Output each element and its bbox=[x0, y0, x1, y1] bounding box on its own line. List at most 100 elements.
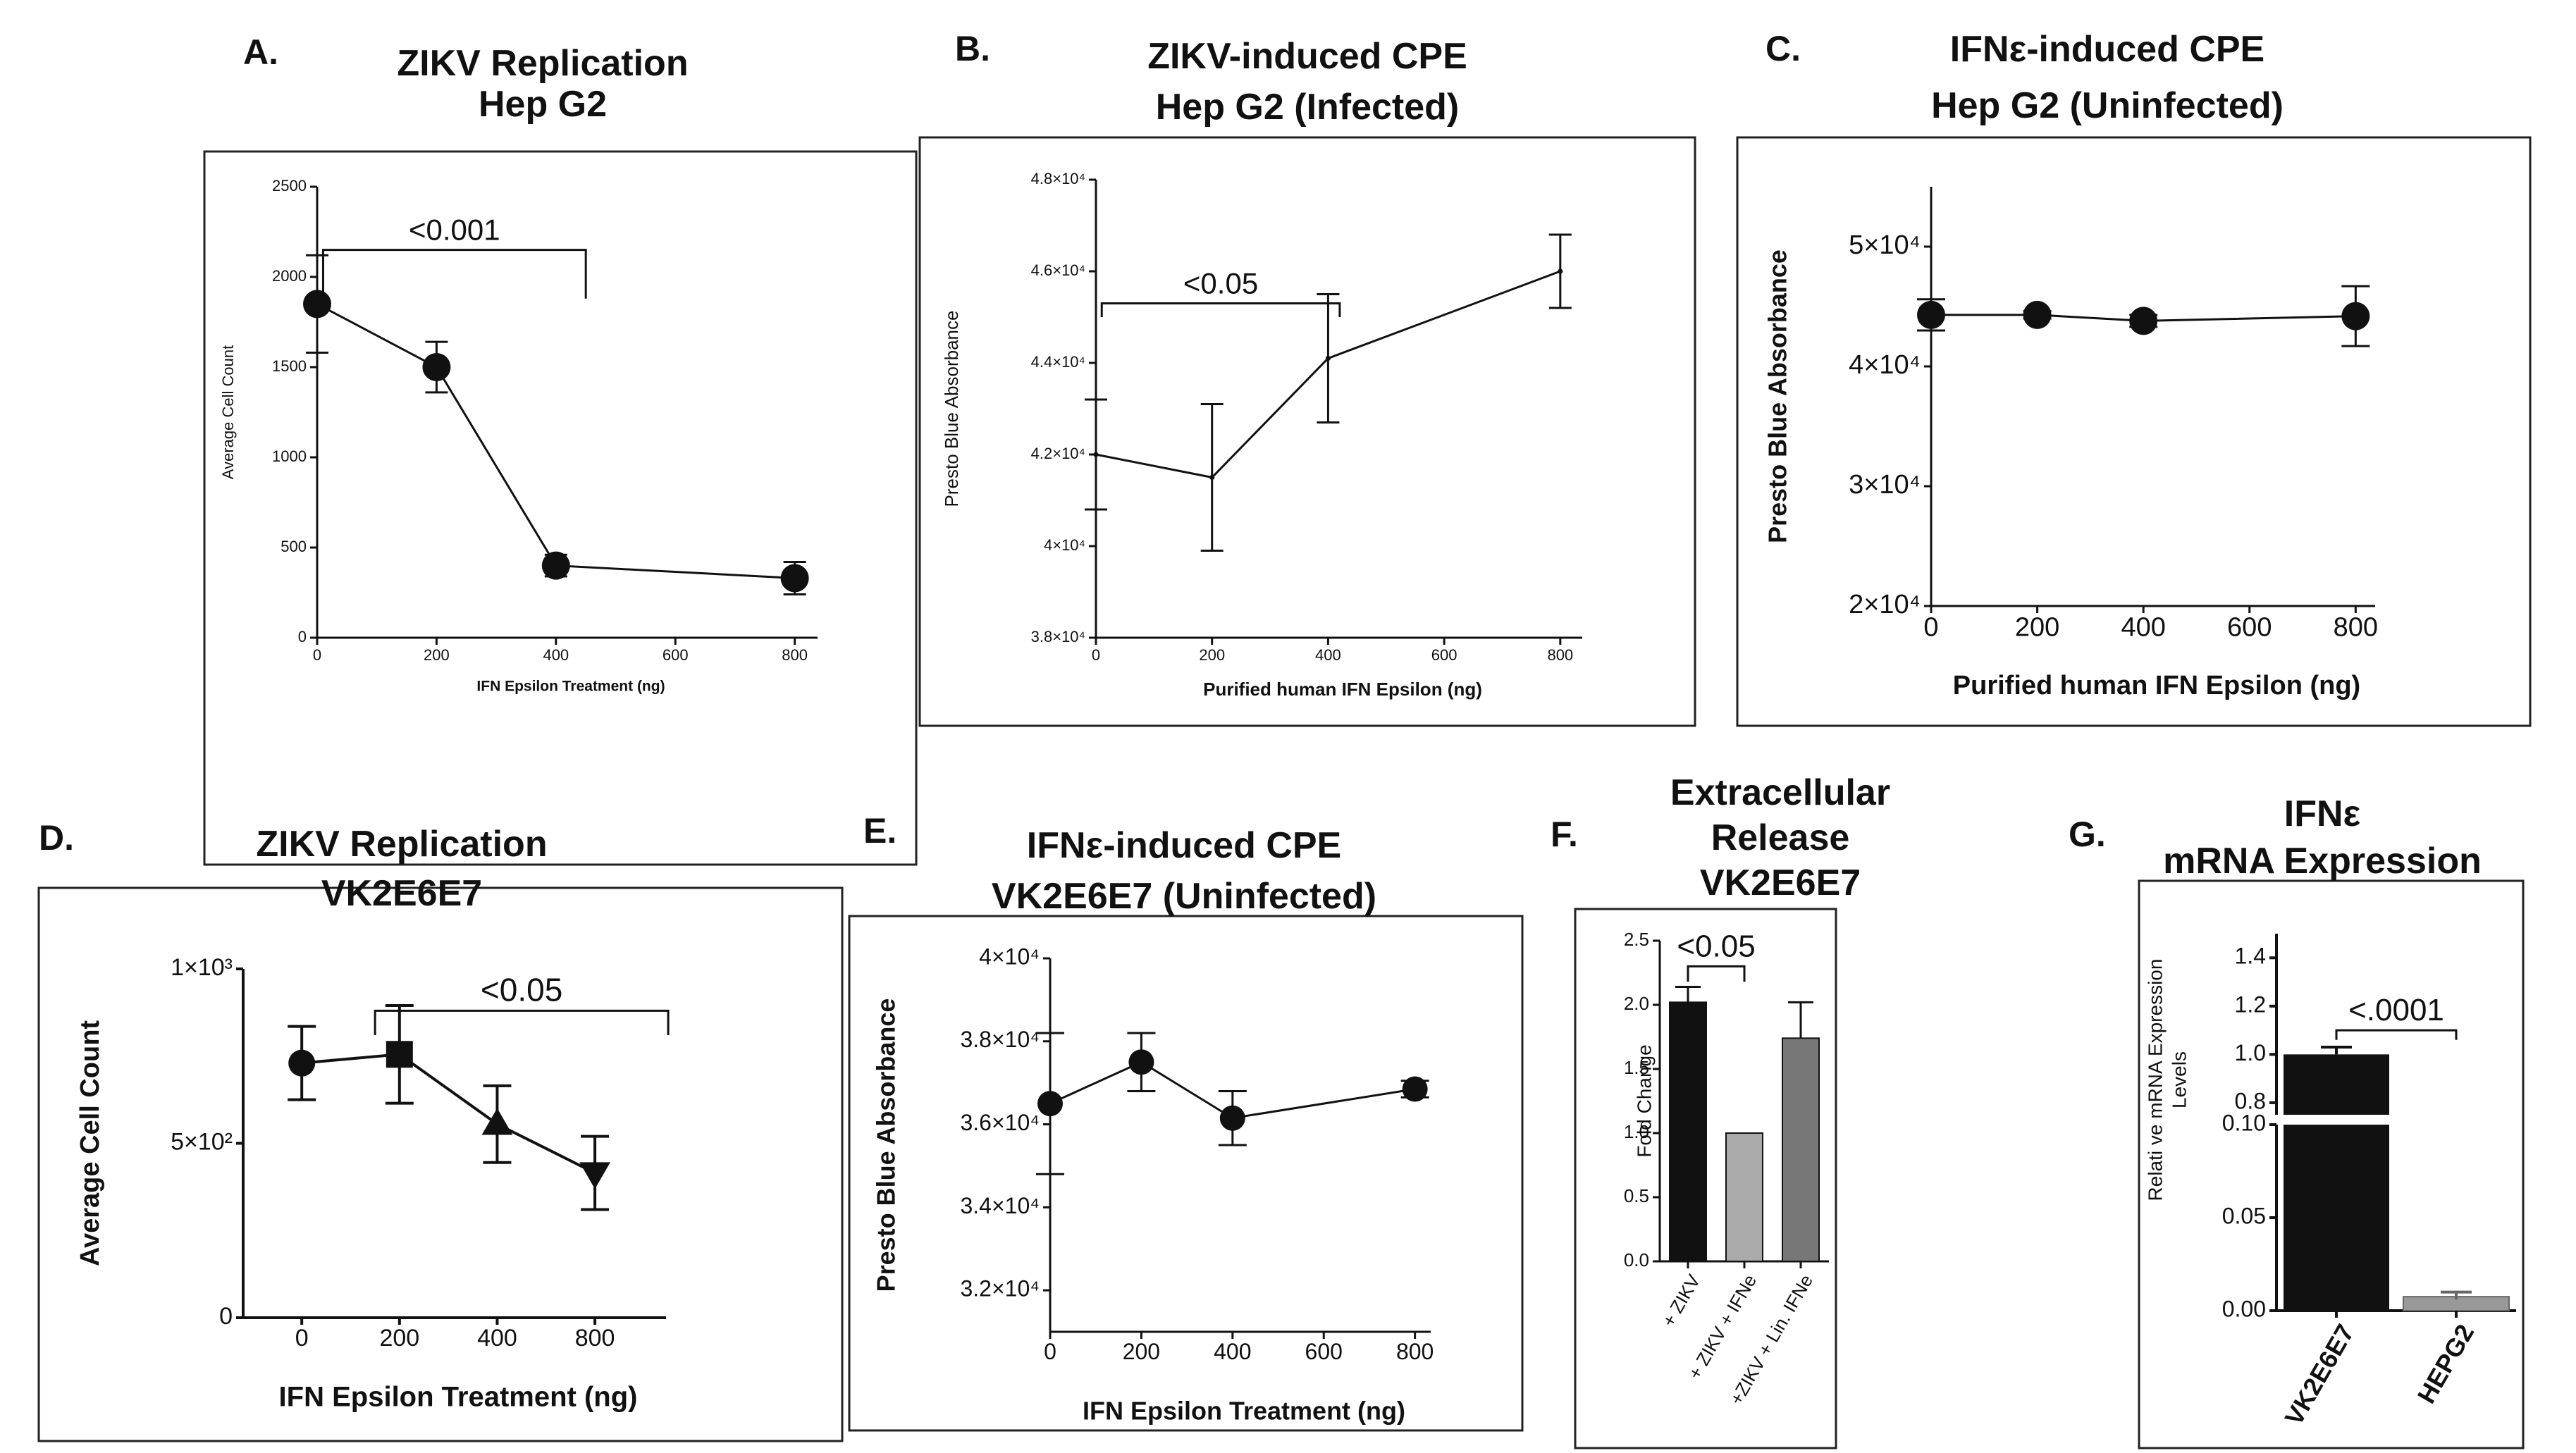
data-point bbox=[2129, 307, 2158, 335]
significance-bracket bbox=[1687, 965, 1746, 982]
x-tick-label: 800 bbox=[1396, 1339, 1434, 1364]
y-tick-label: 0 bbox=[219, 1303, 233, 1330]
x-tick-label: 200 bbox=[1123, 1339, 1160, 1364]
x-tick-label: 600 bbox=[663, 646, 689, 664]
y-tick-label: 1500 bbox=[272, 357, 307, 375]
y-tick-label: 4.8×10⁴ bbox=[1031, 170, 1085, 187]
x-tick-label: 800 bbox=[575, 1325, 615, 1352]
chart-title-line: ZIKV-induced CPE bbox=[1147, 36, 1467, 77]
chart-panel-c: C. IFNε-induced CPE Hep G2 (Uninfected) 0 20… bbox=[1736, 29, 2532, 727]
data-point bbox=[2023, 300, 2052, 329]
y-tick-label: 0.0 bbox=[1624, 1249, 1649, 1270]
y-tick-label: 5×10² bbox=[171, 1128, 233, 1155]
x-tick-label: 200 bbox=[1199, 646, 1225, 664]
data-point bbox=[1093, 452, 1099, 457]
y-tick-label: 4.6×10⁴ bbox=[1031, 261, 1085, 279]
significance-bracket bbox=[2335, 1029, 2458, 1040]
y-tick-label: 500 bbox=[281, 538, 307, 555]
x-tick-label: 200 bbox=[2015, 612, 2059, 642]
category-label: + ZIKV bbox=[1658, 1270, 1704, 1330]
chart-panel-e: E. IFNε-induced CPE VK2E6E7 (Uninfected) 0 2… bbox=[848, 811, 1524, 1432]
panel-label: C. bbox=[1765, 29, 1801, 68]
x-tick-label: 800 bbox=[1547, 646, 1573, 664]
series-line bbox=[1095, 270, 1561, 479]
y-tick-label: 4×10⁴ bbox=[979, 944, 1040, 969]
y-axis-label: Average Cell Count bbox=[75, 1020, 105, 1266]
x-tick-label: 0 bbox=[295, 1325, 309, 1352]
y-tick-label: 1.0 bbox=[2235, 1040, 2266, 1065]
significance-label: <.0001 bbox=[2348, 993, 2444, 1027]
data-point bbox=[386, 1041, 413, 1068]
significance-label: <0.05 bbox=[481, 971, 562, 1008]
y-axis-label: Presto Blue Absorbance bbox=[941, 311, 962, 507]
bar bbox=[1725, 1132, 1763, 1262]
chart-title-line: Hep G2 (Uninfected) bbox=[1931, 85, 2284, 126]
y-axis-label: Relati ve mRNA Expression bbox=[2144, 959, 2166, 1201]
category-label: HEPG2 bbox=[2412, 1319, 2480, 1408]
panel-label: A. bbox=[243, 32, 278, 72]
data-point bbox=[1128, 1049, 1154, 1075]
y-tick-label: 2×10⁴ bbox=[1849, 590, 1921, 619]
data-point bbox=[541, 551, 570, 580]
y-tick-label: 3.6×10⁴ bbox=[960, 1110, 1040, 1135]
bar bbox=[2284, 1125, 2389, 1311]
y-tick-label: 3.8×10⁴ bbox=[1031, 628, 1085, 645]
data-point bbox=[1558, 268, 1563, 274]
data-point bbox=[1325, 355, 1331, 361]
x-axis-label: Purified human IFN Epsilon (ng) bbox=[1203, 679, 1482, 700]
x-tick-label: 0 bbox=[1092, 646, 1100, 664]
x-axis-label: IFN Epsilon Treatment (ng) bbox=[279, 1382, 638, 1413]
y-tick-label: 2.0 bbox=[1624, 993, 1649, 1014]
data-point bbox=[1917, 300, 1945, 329]
panel-label: B. bbox=[955, 29, 990, 68]
panel-frame bbox=[37, 886, 844, 1442]
y-tick-label: 0 bbox=[298, 628, 307, 645]
y-axis-label: Average Cell Count bbox=[219, 345, 237, 479]
x-tick-label: 400 bbox=[1315, 646, 1341, 664]
data-point bbox=[303, 290, 331, 319]
y-tick-label: 4.4×10⁴ bbox=[1031, 353, 1085, 371]
y-tick-label: 1.2 bbox=[2235, 991, 2266, 1017]
chart-title-line: Release bbox=[1711, 817, 1850, 858]
significance-bracket bbox=[321, 249, 587, 299]
panel-frame bbox=[1736, 136, 2532, 727]
chart-panel-g: G. IFNε mRNA Expression 0.00 0.05 0.100.8 1.0 1… bbox=[2069, 793, 2525, 1449]
x-tick-label: 0 bbox=[1923, 612, 1938, 642]
x-tick-label: 600 bbox=[1305, 1339, 1343, 1364]
chart-title-line: IFNε-induced CPE bbox=[1950, 29, 2264, 70]
x-tick-label: 400 bbox=[543, 646, 569, 664]
chart-title-line: IFNε-induced CPE bbox=[1027, 825, 1341, 866]
chart-title-line: ZIKV Replication bbox=[397, 43, 688, 84]
y-tick-label: 0.00 bbox=[2222, 1296, 2266, 1321]
x-tick-label: 400 bbox=[2121, 612, 2165, 642]
significance-label: <0.05 bbox=[1183, 267, 1258, 300]
panel-label: D. bbox=[39, 818, 74, 858]
panel-frame bbox=[2138, 879, 2525, 1449]
x-tick-label: 400 bbox=[477, 1325, 517, 1352]
x-tick-label: 600 bbox=[1431, 646, 1458, 664]
data-point bbox=[1037, 1091, 1063, 1117]
series-line bbox=[1049, 1061, 1415, 1120]
y-tick-label: 0.05 bbox=[2222, 1203, 2266, 1228]
data-point bbox=[1209, 474, 1215, 481]
panel-frame bbox=[848, 915, 1524, 1432]
y-tick-label: 4×10⁴ bbox=[1849, 350, 1921, 380]
chart-title-line: Hep G2 (Infected) bbox=[1156, 87, 1460, 128]
bar bbox=[1669, 1001, 1707, 1262]
data-point bbox=[288, 1049, 316, 1077]
y-axis-label: Fold Change bbox=[1633, 1044, 1655, 1157]
y-tick-label: 3.2×10⁴ bbox=[960, 1276, 1040, 1301]
y-tick-label: 5×10⁴ bbox=[1849, 230, 1921, 260]
y-tick-label: 2.5 bbox=[1624, 929, 1649, 950]
panel-frame bbox=[918, 136, 1696, 727]
x-tick-label: 800 bbox=[782, 646, 808, 664]
panel-label: E. bbox=[863, 811, 896, 851]
x-tick-label: 800 bbox=[2334, 612, 2378, 642]
chart-title-line: VK2E6E7 bbox=[1700, 862, 1861, 903]
x-tick-label: 200 bbox=[379, 1325, 419, 1352]
x-axis-label: Purified human IFN Epsilon (ng) bbox=[1953, 671, 2360, 700]
y-tick-label: 3.4×10⁴ bbox=[960, 1193, 1040, 1218]
y-axis-label: Presto Blue Absorbance bbox=[872, 998, 901, 1292]
